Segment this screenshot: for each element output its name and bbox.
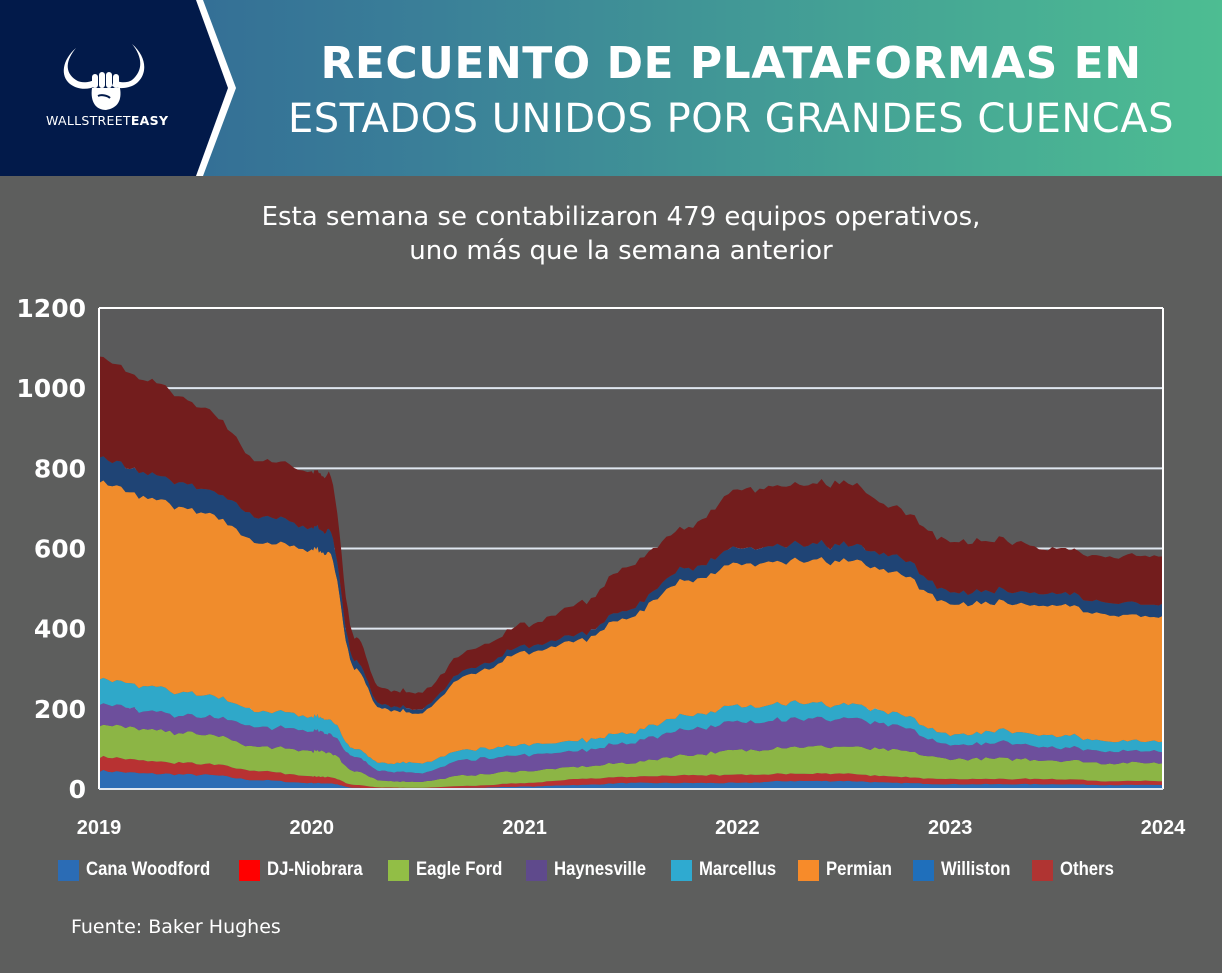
legend-label: Eagle Ford	[415, 859, 503, 880]
legend-item: DJ-Niobrara	[239, 859, 363, 881]
x-axis-ticks: 2019 2020 2021 2022 2023 2024	[77, 817, 1186, 839]
x-tick-label: 2021	[502, 817, 547, 839]
legend-swatch	[798, 859, 820, 881]
legend-label: Marcellus	[698, 859, 776, 880]
x-tick-label: 2020	[290, 817, 335, 839]
legend-label: Others	[1060, 859, 1115, 880]
title-line-1: RECUENTO DE PLATAFORMAS EN	[320, 38, 1142, 89]
legend-item: Eagle Ford	[387, 859, 503, 881]
x-tick-label: 2022	[715, 817, 760, 839]
legend-swatch	[526, 859, 548, 881]
y-tick-label: 1200	[16, 294, 86, 323]
y-tick-label: 600	[34, 535, 86, 564]
y-tick-label: 400	[34, 615, 86, 644]
chart-subtitle: Esta semana se contabilizaron 479 equipo…	[0, 200, 1222, 268]
legend-item: Marcellus	[670, 859, 776, 881]
legend-swatch	[387, 859, 409, 881]
legend-item: Haynesville	[526, 859, 647, 881]
area-permian	[99, 480, 1163, 765]
subtitle-line-1: Esta semana se contabilizaron 479 equipo…	[261, 202, 981, 232]
y-tick-label: 1000	[16, 374, 86, 403]
subtitle-line-2: uno más que la semana anterior	[409, 236, 833, 266]
area-marcellus	[99, 677, 1163, 774]
legend-label: Permian	[826, 859, 893, 880]
x-tick-label: 2024	[1141, 817, 1186, 839]
legend-item: Williston	[913, 859, 1011, 881]
y-tick-label: 200	[34, 695, 86, 724]
area-cana-woodford	[99, 769, 1163, 789]
bull-fist-logo-icon	[63, 44, 145, 110]
chart-legend: Cana Woodford DJ-Niobrara Eagle Ford Haynes…	[58, 859, 1134, 881]
legend-item: Permian	[798, 859, 892, 881]
legend-label: Williston	[941, 859, 1011, 880]
x-tick-label: 2023	[928, 817, 973, 839]
legend-swatch	[913, 859, 935, 881]
legend-item: Cana Woodford	[58, 859, 213, 881]
legend-label: Haynesville	[554, 859, 647, 880]
legend-swatch	[670, 859, 692, 881]
area-dj-niobrara	[99, 755, 1163, 789]
brand-wordmark: WALLSTREETEASY	[46, 113, 169, 128]
title-line-2: ESTADOS UNIDOS POR GRANDES CUENCAS	[288, 96, 1174, 142]
y-tick-label: 0	[69, 775, 86, 804]
legend-label: Cana Woodford	[86, 859, 211, 880]
legend-item: Others	[1032, 859, 1114, 881]
y-axis-ticks: 0 200 400 600 800 1000 1200	[16, 294, 1164, 804]
legend-swatch	[58, 859, 79, 881]
legend-label: DJ-Niobrara	[267, 859, 363, 880]
x-tick-label: 2019	[77, 817, 122, 839]
area-layers	[99, 356, 1163, 789]
header-banner: WALLSTREETEASY RECUENTO DE PLATAFORMAS E…	[0, 0, 1222, 176]
legend-swatch	[1032, 859, 1054, 881]
area-eagle-ford	[99, 724, 1163, 788]
y-tick-label: 800	[34, 454, 86, 483]
area-haynesville	[99, 703, 1163, 782]
source-note: Fuente: Baker Hughes	[71, 916, 281, 938]
legend-swatch	[239, 859, 261, 881]
